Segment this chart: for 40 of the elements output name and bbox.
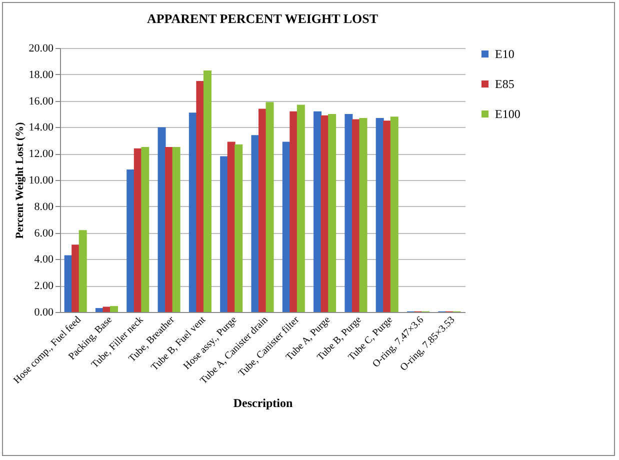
chart-title: APPARENT PERCENT WEIGHT LOST [146,11,378,26]
bar [110,306,118,312]
bar [344,114,353,312]
y-tick-label: 6.00 [34,227,54,240]
legend-label: E10 [495,47,514,61]
bar [102,306,111,312]
bar [72,244,80,312]
bar [203,70,212,312]
y-axis-title: Percent Weight Lost (%) [14,122,26,239]
bar [165,147,174,312]
y-tick-label: 14.00 [28,122,54,134]
bar [172,147,180,312]
legend-label: E85 [495,77,514,91]
bar [290,111,298,312]
bar [383,120,392,312]
bar [328,114,336,312]
bar [234,144,243,312]
y-tick-label: 10.00 [28,174,54,186]
bar [126,169,135,312]
bar [78,230,87,312]
y-tick-label: 16.00 [28,95,54,108]
bar [359,118,368,312]
bar [296,104,305,312]
bar [258,108,266,312]
y-tick-label: 2.00 [34,280,54,292]
bar [314,111,322,312]
x-axis-title: Description [233,396,293,410]
y-tick-label: 20.00 [28,42,54,54]
bar [266,102,274,312]
bar [141,147,150,312]
y-tick-label: 12.00 [28,148,54,160]
bar [220,156,228,312]
bar [251,135,260,312]
legend-label: E100 [495,107,520,121]
y-tick-label: 8.00 [34,200,54,213]
y-tick-label: 4.00 [34,254,54,266]
y-tick-label: 18.00 [28,68,54,81]
bar [196,81,204,312]
y-tick-label: 0.00 [34,306,54,318]
bar [390,116,398,312]
